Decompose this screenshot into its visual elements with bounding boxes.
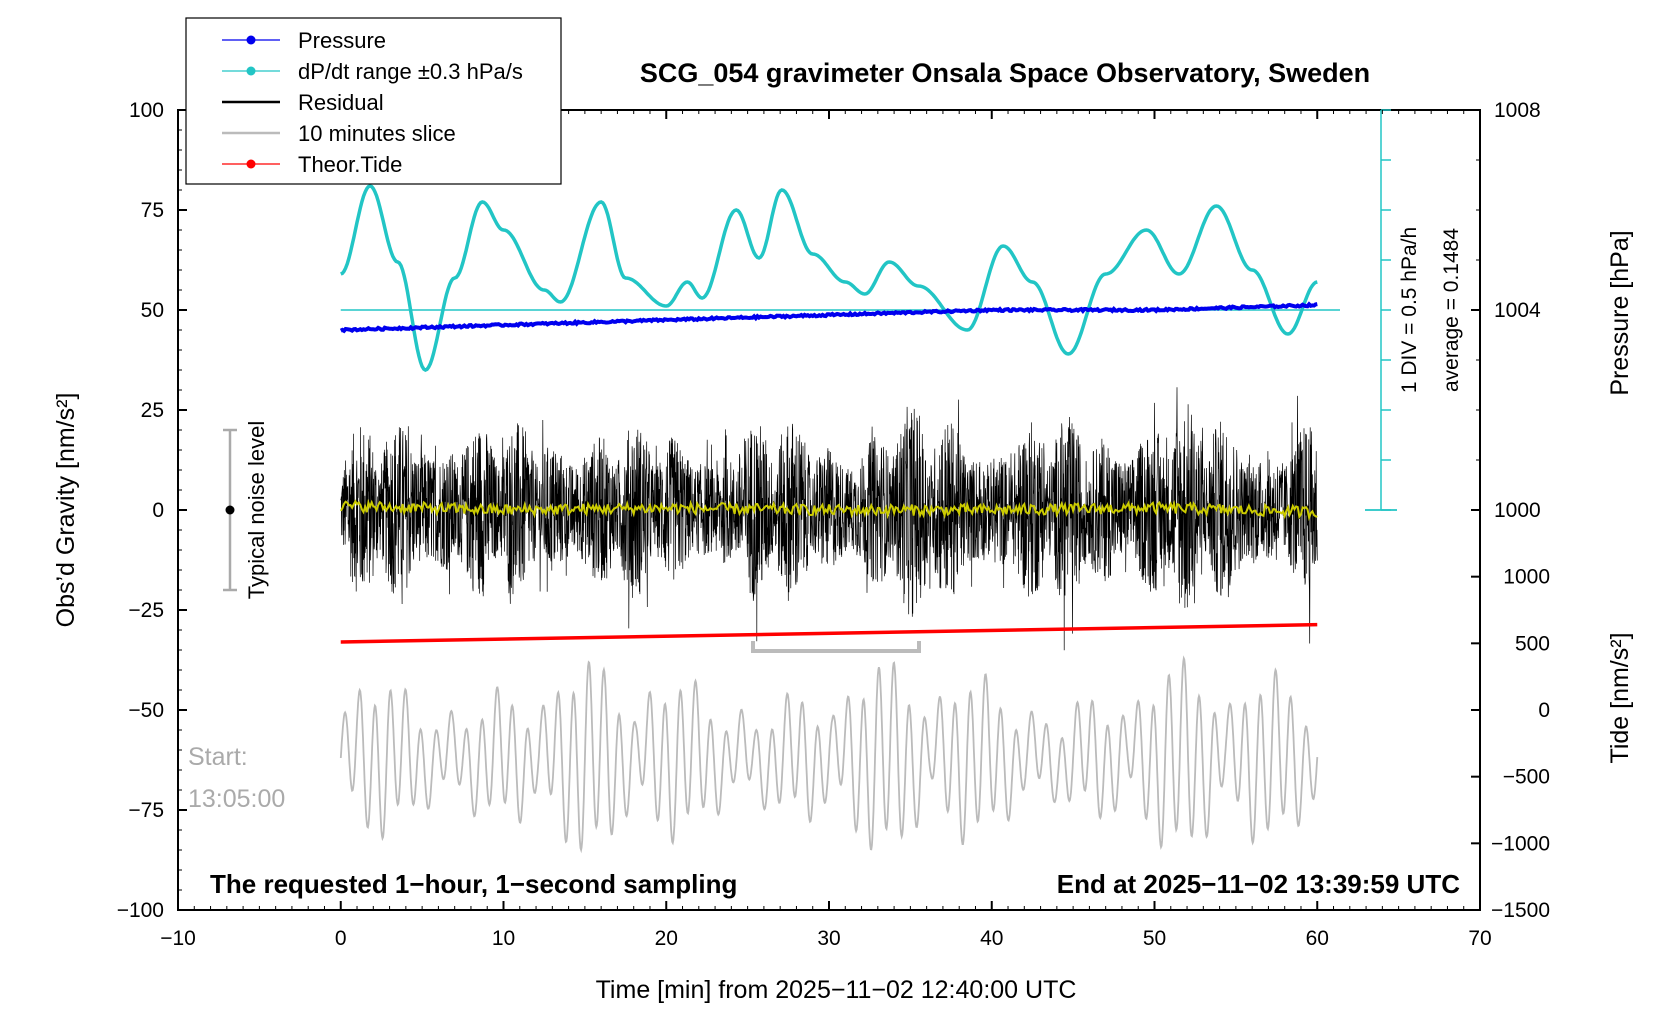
x-tick-label: 70 — [1468, 927, 1491, 950]
legend: Pressure dP/dt range ±0.3 hPa/s Residual 10… — [185, 17, 562, 185]
x-tick-label: 10 — [492, 927, 515, 950]
legend-label: dP/dt range ±0.3 hPa/s — [298, 59, 523, 84]
legend-label: Pressure — [298, 28, 386, 53]
start-label: Start: — [188, 743, 248, 771]
dpdt-div-label: 1 DIV = 0.5 hPa/h — [1398, 227, 1421, 393]
footer-right-text: End at 2025−11−02 13:39:59 UTC — [1057, 869, 1460, 899]
pressure-series — [339, 301, 1318, 334]
pressure-tick-label: 1004 — [1494, 299, 1541, 322]
tide-tick-label: 500 — [1515, 632, 1550, 655]
pressure-line — [339, 301, 1318, 334]
chart-title: SCG_054 gravimeter Onsala Space Observat… — [640, 58, 1370, 88]
y-tick-label: 25 — [141, 399, 164, 422]
dpdt-average-label: average = 0.1484 — [1440, 228, 1463, 392]
smoothed-residual-line — [339, 498, 1318, 522]
smoothed-residual-series — [339, 498, 1318, 522]
y-tick-label: 75 — [141, 199, 164, 222]
noise-level-bar — [223, 428, 237, 592]
legend-marker — [246, 66, 256, 76]
theoretical-tide-series — [340, 622, 1318, 644]
x-tick-label: 60 — [1306, 927, 1329, 950]
dpdt-scale-bar — [1365, 109, 1397, 511]
residual-line — [340, 387, 1318, 651]
y-tick-label: 100 — [129, 99, 164, 122]
x-tick-label: 30 — [817, 927, 840, 950]
x-tick-label: 50 — [1143, 927, 1166, 950]
legend-label: Theor.Tide — [298, 152, 402, 177]
tide-axis-label: Tide [nm/s²] — [1606, 632, 1634, 763]
tide-tick-label: 1000 — [1503, 566, 1550, 589]
dpdt-series — [340, 184, 1340, 372]
x-tick-label: −10 — [160, 927, 196, 950]
x-tick-label: 40 — [980, 927, 1003, 950]
slice-line — [339, 655, 1319, 854]
tide-tick-label: −1500 — [1491, 899, 1550, 922]
residual-series — [340, 387, 1318, 651]
tide-tick-label: 0 — [1538, 699, 1550, 722]
legend-label: Residual — [298, 90, 384, 115]
legend-marker — [246, 35, 256, 45]
y-tick-label: −100 — [117, 899, 164, 922]
ten-minute-slice-series — [339, 655, 1319, 854]
start-time: 13:05:00 — [188, 785, 285, 813]
x-axis-label: Time [min] from 2025−11−02 12:40:00 UTC — [596, 976, 1077, 1004]
theoretical-tide-line — [340, 622, 1318, 644]
axis-ticks: −10 0 10 20 30 40 50 60 70−100−75−50−25025507510… — [117, 99, 1550, 950]
pressure-tick-label: 1000 — [1494, 499, 1541, 522]
x-tick-label: 0 — [335, 927, 347, 950]
pressure-axis-label: Pressure [hPa] — [1606, 230, 1634, 395]
footer-left-text: The requested 1−hour, 1−second sampling — [210, 869, 737, 899]
y-tick-label: −75 — [128, 799, 164, 822]
legend-marker — [246, 159, 256, 169]
x-tick-label: 20 — [655, 927, 678, 950]
y-tick-label: 0 — [152, 499, 164, 522]
slice-window-bracket — [751, 641, 921, 653]
y-axis-label: Obs’d Gravity [nm/s²] — [52, 393, 80, 628]
y-tick-label: 50 — [141, 299, 164, 322]
y-tick-label: −25 — [128, 599, 164, 622]
dpdt-line — [340, 184, 1318, 372]
y-tick-label: −50 — [128, 699, 164, 722]
tide-tick-label: −500 — [1503, 766, 1550, 789]
noise-level-label: Typical noise level — [244, 421, 269, 600]
tide-tick-label: −1000 — [1491, 832, 1550, 855]
pressure-tick-label: 1008 — [1494, 99, 1541, 122]
legend-label: 10 minutes slice — [298, 121, 456, 146]
